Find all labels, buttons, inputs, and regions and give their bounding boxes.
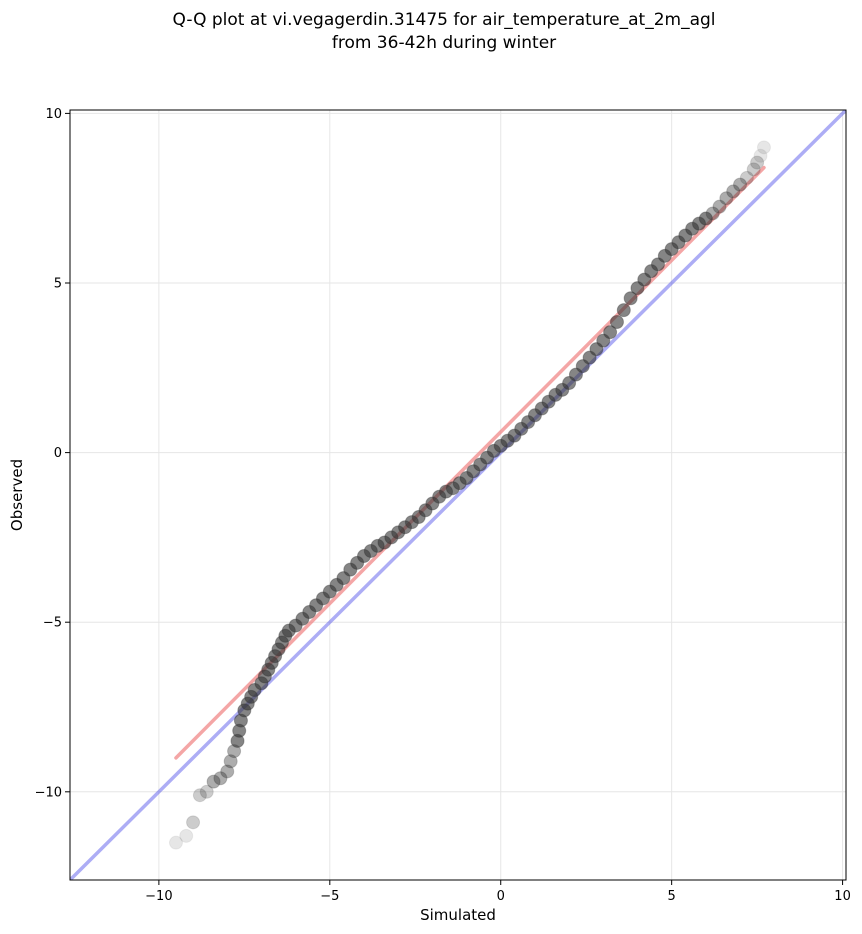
data-point [179,828,194,843]
y-tick-label: 5 [54,276,62,291]
data-point [616,303,631,318]
data-points [168,140,771,850]
data-point [739,170,754,185]
data-point [753,148,768,163]
data-point [733,177,748,192]
y-axis-label: Observed [8,459,26,531]
data-point [223,754,238,769]
x-tick-label: −10 [145,889,172,904]
chart-title-line-2: from 36-42h during winter [332,33,556,53]
data-point [705,206,720,221]
chart-title-line-1: Q-Q plot at vi.vegagerdin.31475 for air_… [172,10,715,30]
reference-lines [70,110,846,880]
x-tick-label: 5 [668,889,676,904]
x-tick-label: −5 [320,889,339,904]
data-point [192,788,207,803]
plot-frame [69,109,847,881]
x-tick-label: 10 [834,889,851,904]
y-tick-label: −10 [35,785,62,800]
data-point [603,325,618,340]
data-point [726,184,741,199]
data-point [623,291,638,306]
y-tick-label: 0 [54,446,62,461]
grid-lines [70,110,846,880]
data-point [199,784,214,799]
identity-line [70,110,846,880]
data-point [698,211,713,226]
y-axis-ticks: −10 −5 0 5 10 [35,107,70,800]
data-point [168,835,183,850]
data-point [213,771,228,786]
data-point [712,199,727,214]
data-point [756,140,771,155]
data-point [750,155,765,170]
data-point [746,162,761,177]
x-axis-label: Simulated [420,906,496,924]
x-tick-label: 0 [497,889,505,904]
x-axis-ticks: −10 −5 0 5 10 [145,880,851,904]
y-tick-label: 10 [45,107,62,122]
y-tick-label: −5 [43,616,62,631]
data-point [609,315,624,330]
data-point [186,815,201,830]
data-point [220,764,235,779]
data-point [206,774,221,789]
data-point [719,191,734,206]
